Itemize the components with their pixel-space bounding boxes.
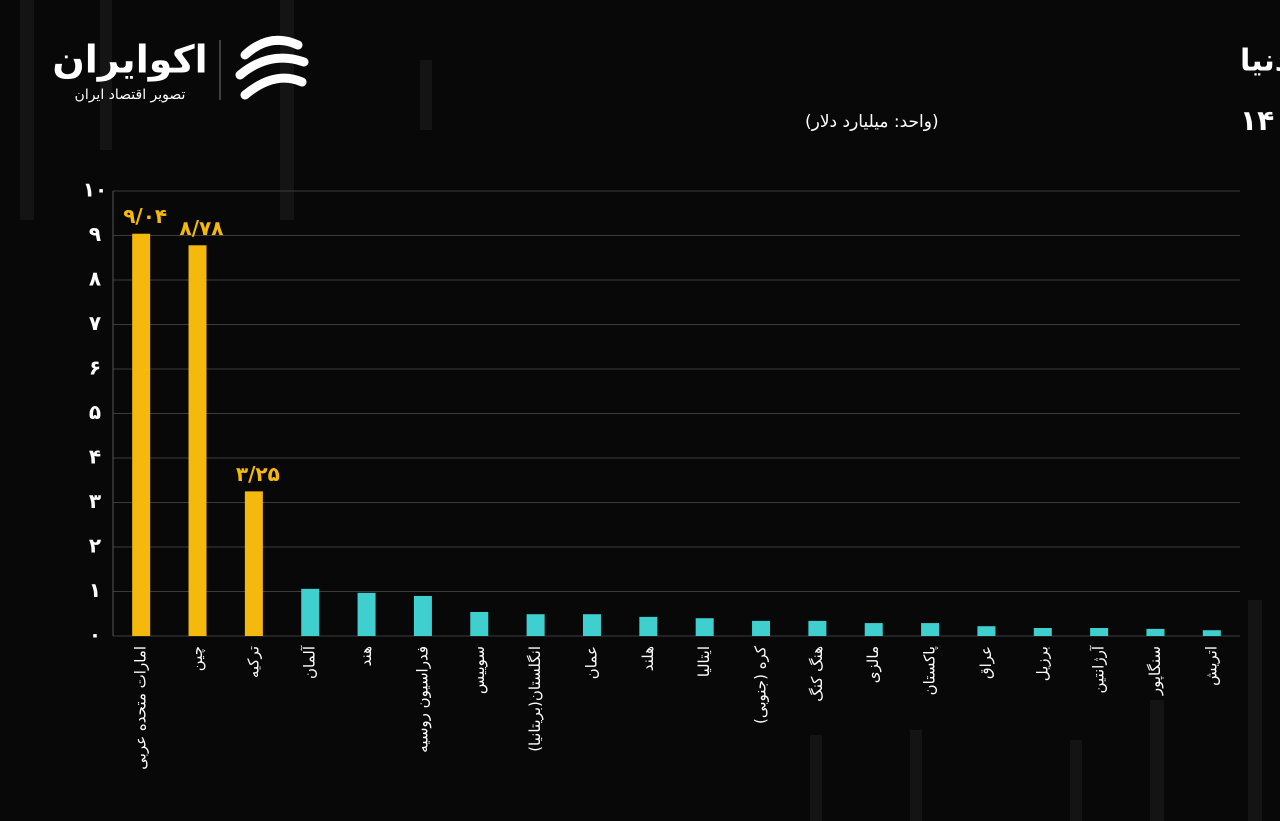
y-tick-label: ۳ [89, 489, 101, 513]
bar [188, 245, 207, 637]
bar [1202, 630, 1221, 636]
value-label: ۳/۲۵ [236, 462, 280, 486]
x-tick-label: هند [357, 646, 375, 666]
x-tick-label: آرژانتین [1090, 645, 1108, 693]
bar [526, 614, 545, 636]
bar [1146, 628, 1165, 636]
bar [864, 623, 883, 636]
bar [977, 626, 996, 636]
x-tick-label: برزیل [1033, 646, 1051, 681]
bar [582, 614, 601, 636]
bar [921, 623, 940, 636]
bar [357, 592, 376, 636]
decor [20, 0, 1262, 821]
x-tick-label: ایتالیا [695, 646, 713, 677]
y-tick-label: ۵ [89, 400, 101, 424]
bar [244, 491, 263, 636]
bar [752, 620, 771, 636]
unit-note: (واحد: میلیارد دلار) [805, 112, 939, 132]
x-tick-label: اتریش [1202, 646, 1220, 686]
bar [695, 618, 714, 636]
bar [132, 233, 151, 636]
bar [1090, 627, 1109, 636]
x-tick-label: چین [188, 646, 206, 671]
logo-tagline: تصویر اقتصاد ایران [75, 87, 186, 103]
bar [301, 588, 320, 636]
bar [1033, 627, 1052, 636]
x-tick-label: مالزی [864, 646, 882, 683]
chart-title: بیشترین ارزش واردات ایران از کشورهای دنی… [1240, 44, 1280, 79]
y-tick-label: ۰ [89, 623, 101, 647]
x-tick-label: کره (جنوبی) [752, 645, 770, 724]
x-tick-label: سنگاپور [1146, 646, 1165, 696]
x-tick-label: پاکستان [921, 646, 940, 695]
x-tick-label: هلند [639, 646, 657, 671]
value-label: ۸/۷۸ [180, 216, 224, 240]
bar [413, 595, 432, 636]
x-tick-label: عمان [582, 646, 600, 679]
x-tick-label: امارات متحده عربی [132, 646, 150, 770]
x-tick-label: آلمان [301, 645, 319, 679]
logo-name: اکوایران [52, 38, 207, 82]
y-tick-label: ۱۰ [83, 178, 107, 202]
y-tick-label: ۲ [89, 534, 101, 558]
bar [470, 611, 489, 636]
y-tick-label: ۹ [89, 222, 101, 246]
x-tick-label: فدراسیون روسیه [413, 646, 431, 753]
bar [808, 620, 827, 636]
y-tick-label: ۱ [89, 578, 101, 602]
y-tick-label: ۴ [89, 445, 101, 469]
y-tick-label: ۶ [89, 356, 101, 380]
x-tick-label: هنگ کنگ [808, 646, 826, 702]
logo-icon [235, 35, 309, 100]
x-tick-label: ترکیه [244, 646, 262, 678]
x-tick-label: عراق [977, 646, 995, 679]
y-tick-label: ۸ [89, 267, 101, 291]
value-label: ۹/۰۴ [123, 204, 167, 228]
x-tick-label: انگلستان(بریتانیا) [526, 646, 544, 752]
y-tick-label: ۷ [89, 311, 101, 335]
chart-subtitle: ( ۶ ماهه نخست سال ۱۴۰۲ [1240, 104, 1280, 137]
x-tick-label: سوییس [470, 646, 488, 694]
bar [639, 616, 658, 636]
